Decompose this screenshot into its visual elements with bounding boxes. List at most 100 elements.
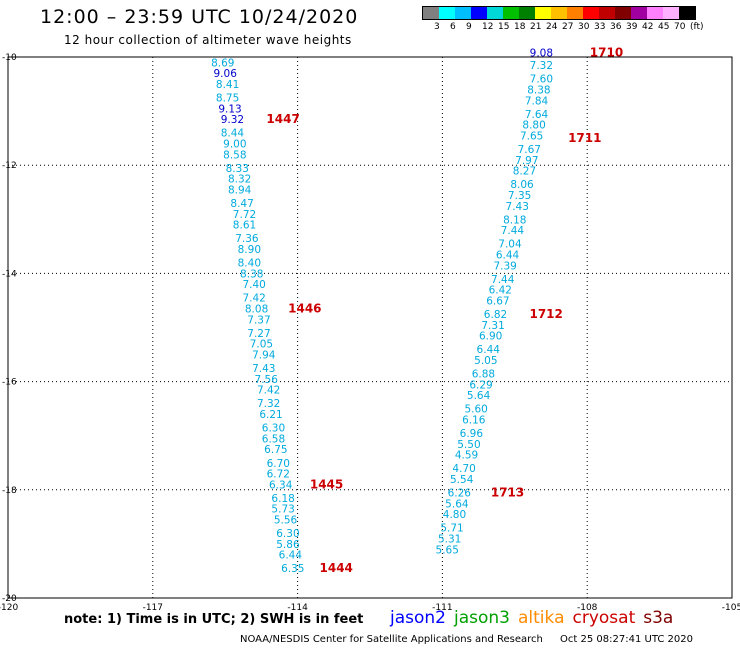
wave-height-label: 8.40 <box>238 258 261 270</box>
wave-height-label: 6.82 <box>484 309 507 321</box>
pass-time-label: 1710 <box>590 46 623 60</box>
legend-tick-label: 33 <box>594 22 606 32</box>
wave-height-label: 5.73 <box>271 504 294 516</box>
wave-height-label: 6.34 <box>269 479 293 491</box>
wave-height-label: 9.08 <box>530 48 553 60</box>
wave-height-label: 6.30 <box>262 423 285 435</box>
legend-tick-label: 42 <box>642 22 654 32</box>
wave-height-label: 8.75 <box>216 93 239 105</box>
wave-height-label: 8.80 <box>522 120 545 132</box>
wave-height-label: 7.44 <box>501 225 525 237</box>
lat-tick-label: -12 <box>2 161 17 171</box>
wave-height-label: 6.35 <box>281 563 304 575</box>
wave-height-label: 6.75 <box>264 444 287 456</box>
wave-height-label: 8.47 <box>230 198 253 210</box>
wave-height-label: 7.43 <box>506 201 529 213</box>
wave-height-label: 7.84 <box>525 95 549 107</box>
lat-tick-label: -16 <box>2 378 17 388</box>
footnote: note: 1) Time is in UTC; 2) SWH is in fe… <box>64 612 364 627</box>
wave-height-label: 4.80 <box>443 509 466 521</box>
pass-time-label: 1712 <box>529 307 562 321</box>
satellite-name-jason3: jason3 <box>454 608 510 628</box>
legend-swatch <box>631 7 647 19</box>
wave-height-label: 6.88 <box>472 368 495 380</box>
pass-time-label: 1711 <box>568 131 601 145</box>
legend-tick-label: 21 <box>530 22 542 32</box>
wave-height-label: 8.41 <box>216 79 239 91</box>
map-title: 12:00 – 23:59 UTC 10/24/2020 <box>40 6 359 28</box>
legend-tick-label: 30 <box>578 22 590 32</box>
wave-height-label: 8.38 <box>240 268 263 280</box>
legend-swatch <box>455 7 471 19</box>
wave-height-label: 8.94 <box>228 185 252 197</box>
legend-swatch <box>551 7 567 19</box>
wave-height-label: 6.72 <box>267 469 290 481</box>
wave-height-label: 9.00 <box>223 139 246 151</box>
legend-swatch <box>663 7 679 19</box>
legend-tick-label: 70 <box>674 22 686 32</box>
wave-height-label: 8.90 <box>238 244 261 256</box>
wave-height-label: 5.60 <box>464 404 487 416</box>
lon-tick-label: -105 <box>722 603 740 610</box>
wave-height-label: 7.32 <box>257 398 280 410</box>
wave-height-label: 5.71 <box>440 523 463 535</box>
lon-tick-label: -108 <box>577 603 598 610</box>
credit-line: NOAA/NESDIS Center for Satellite Applica… <box>240 634 693 645</box>
legend-tick-label: 18 <box>514 22 526 32</box>
wave-height-label: 6.67 <box>486 295 509 307</box>
map-frame <box>7 56 733 599</box>
legend-unit: (ft) <box>690 22 704 32</box>
wave-height-label: 7.64 <box>525 109 549 121</box>
satellite-key: jason2 jason3 altika cryosat s3a <box>390 608 673 628</box>
legend-swatch <box>439 7 455 19</box>
legend-tick-label: 36 <box>610 22 622 32</box>
legend-tick-label: 15 <box>498 22 510 32</box>
wave-height-label: 8.33 <box>226 163 249 175</box>
wave-height-label: 7.42 <box>257 385 280 397</box>
legend-swatch <box>487 7 503 19</box>
pass-time-label: 1446 <box>288 302 321 316</box>
wave-height-label: 6.16 <box>462 414 486 426</box>
wave-height-label: 5.31 <box>438 533 461 545</box>
wave-height-label: 6.44 <box>279 550 303 562</box>
wave-height-label: 5.65 <box>436 544 459 556</box>
legend-swatch <box>423 7 439 19</box>
wave-height-label: 7.35 <box>508 190 531 202</box>
wave-height-label: 7.40 <box>242 279 265 291</box>
lat-tick-label: -14 <box>2 269 17 279</box>
legend-tick-label: 3 <box>434 22 440 32</box>
map-subtitle: 12 hour collection of altimeter wave hei… <box>64 33 352 47</box>
wave-height-label: 8.27 <box>513 166 536 178</box>
wave-height-label: 6.18 <box>271 493 294 505</box>
wave-height-label: 5.54 <box>450 474 474 486</box>
legend-tick-label: 27 <box>562 22 574 32</box>
legend-tick-label: 6 <box>450 22 456 32</box>
lon-tick-label: -114 <box>287 603 308 610</box>
legend-swatch <box>519 7 535 19</box>
wave-height-label: 7.27 <box>247 328 270 340</box>
wave-height-label: 8.38 <box>527 84 550 96</box>
lon-tick-label: -120 <box>0 603 18 610</box>
satellite-name-jason2: jason2 <box>390 608 446 628</box>
wave-height-label: 8.06 <box>510 179 534 191</box>
wave-height-label: 5.50 <box>457 439 480 451</box>
wave-height-label: 7.43 <box>252 363 275 375</box>
legend-ticks: 3 6 9 12 15 18 21 24 27 30 33 36 39 42 45 70 (ft) <box>422 20 704 34</box>
wave-height-label: 6.29 <box>469 379 492 391</box>
wave-height-label: 7.04 <box>498 239 522 251</box>
legend-tick-label: 45 <box>658 22 670 32</box>
wave-height-label: 6.70 <box>267 458 290 470</box>
generated-timestamp: Oct 25 08:27:41 UTC 2020 <box>560 634 693 645</box>
legend-swatch <box>535 7 551 19</box>
wave-height-label: 4.59 <box>455 450 478 462</box>
wave-height-label: 7.42 <box>242 293 265 305</box>
credit-text: NOAA/NESDIS Center for Satellite Applica… <box>240 634 543 645</box>
legend-swatches <box>422 6 696 20</box>
legend-swatch <box>647 7 663 19</box>
wave-height-label: 6.44 <box>496 249 520 261</box>
wave-height-map: -10 -12 -14 -16 -18 -20-120 -117 -114 -111 -108 -1… <box>0 46 740 610</box>
pass-time-label: 1713 <box>491 486 524 500</box>
satellite-name-cryosat: cryosat <box>572 608 636 628</box>
wave-height-label: 8.18 <box>503 214 526 226</box>
wave-height-label: 7.37 <box>247 314 270 326</box>
